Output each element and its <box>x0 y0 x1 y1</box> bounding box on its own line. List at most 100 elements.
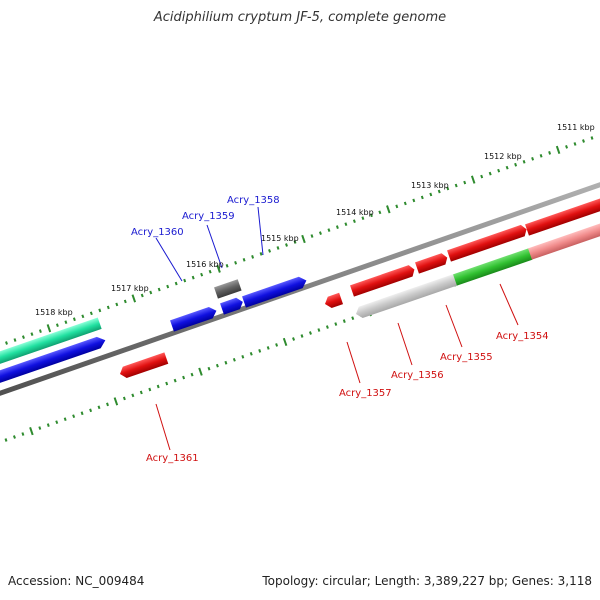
outer-tick <box>335 225 339 230</box>
inner-tick <box>12 435 16 439</box>
leader-acry-1355 <box>445 304 463 348</box>
map-title: Acidiphilium cryptum JF-5, complete geno… <box>153 10 447 25</box>
outer-tick <box>480 174 484 179</box>
inner-tick <box>131 393 135 398</box>
gene-label-acry-1358[interactable]: Acry_1358 <box>227 195 280 206</box>
outer-tick <box>318 231 322 235</box>
gene-acry-1358-arrow[interactable] <box>242 275 308 308</box>
outer-tick <box>89 311 93 316</box>
gene-red-upper-d[interactable] <box>525 198 600 236</box>
gene-label-acry-1354[interactable]: Acry_1354 <box>496 331 549 342</box>
outer-tick <box>565 145 569 149</box>
inner-tick <box>317 328 321 332</box>
kbp-labels: 1511 kbp 1512 kbp 1513 kbp 1514 kbp 1515… <box>35 123 595 317</box>
gene-acry-1359-arrow[interactable] <box>220 296 245 315</box>
inner-tick <box>89 408 93 413</box>
outer-tick <box>344 222 348 227</box>
outer-tick <box>505 165 509 170</box>
leader-acry-1358 <box>257 206 264 256</box>
gene-grey-block[interactable] <box>214 279 242 299</box>
gene-label-acry-1357[interactable]: Acry_1357 <box>339 388 392 399</box>
outer-tick <box>369 213 373 218</box>
leader-acry-1356 <box>397 322 413 366</box>
inner-tick <box>38 426 42 430</box>
outer-tick <box>327 228 331 232</box>
gene-acry-1356-arrow[interactable] <box>354 274 458 320</box>
outer-tick <box>539 153 543 158</box>
outer-tick <box>548 150 552 155</box>
kbp-label-1518: 1518 kbp <box>35 308 73 317</box>
gene-teal-left[interactable] <box>0 317 102 367</box>
outer-tick <box>361 216 365 221</box>
gene-label-acry-1359[interactable]: Acry_1359 <box>182 211 235 222</box>
accession-text: Accession: NC_009484 <box>8 574 145 588</box>
outer-tick <box>38 329 42 334</box>
gene-labels: Acry_1358 Acry_1359 Acry_1360 Acry_1354 … <box>131 195 549 464</box>
outer-tick <box>268 249 272 253</box>
outer-tick <box>555 145 561 155</box>
outer-tick <box>251 254 255 259</box>
outer-tick <box>5 341 8 345</box>
gene-acry-1357-arrow[interactable] <box>323 292 344 310</box>
outer-tick <box>310 234 314 238</box>
gene-blue-left[interactable] <box>0 335 107 386</box>
outer-tick <box>208 269 212 274</box>
leader-acry-1354 <box>499 283 519 326</box>
outer-tick <box>470 175 476 184</box>
outer-tick <box>378 210 382 215</box>
inner-tick <box>21 432 25 436</box>
outer-tick <box>514 162 518 167</box>
inner-tick <box>97 405 101 410</box>
gene-red-upper-c[interactable] <box>447 224 528 262</box>
leader-acry-1359 <box>206 224 223 269</box>
outer-tick <box>531 156 535 161</box>
kbp-label-1516: 1516 kbp <box>186 260 224 269</box>
inner-tick <box>342 319 346 324</box>
gene-red-upper-a[interactable] <box>350 264 416 297</box>
inner-tick <box>275 343 279 347</box>
leader-acry-1357 <box>346 341 361 384</box>
genome-summary-text: Topology: circular; Length: 3,389,227 bp… <box>262 574 592 588</box>
inner-tick <box>122 396 126 401</box>
outer-tick <box>55 323 59 328</box>
inner-tick <box>46 423 50 428</box>
outer-tick <box>293 240 297 244</box>
gene-acry-1361-arrow[interactable] <box>118 352 169 379</box>
outer-tick <box>522 159 526 164</box>
outer-tick <box>412 198 416 203</box>
kbp-label-1512: 1512 kbp <box>484 152 522 161</box>
outer-tick <box>115 302 119 307</box>
outer-tick <box>140 293 144 298</box>
gene-acry-1355-arrow[interactable] <box>453 248 533 286</box>
inner-tick <box>198 367 203 376</box>
gene-acry-1360-arrow[interactable] <box>170 305 218 332</box>
outer-tick <box>301 234 306 244</box>
inner-tick <box>224 360 228 365</box>
inner-tick <box>258 348 262 353</box>
inner-tick <box>165 381 169 386</box>
outer-tick <box>285 243 288 247</box>
gene-label-acry-1356[interactable]: Acry_1356 <box>391 370 444 381</box>
gene-label-acry-1355[interactable]: Acry_1355 <box>440 352 493 363</box>
gene-label-acry-1360[interactable]: Acry_1360 <box>131 227 184 238</box>
kbp-label-1514: 1514 kbp <box>336 208 374 217</box>
kbp-label-1511: 1511 kbp <box>557 123 595 132</box>
gene-red-upper-b[interactable] <box>415 252 449 274</box>
inner-tick <box>4 438 8 442</box>
outer-tick <box>259 252 263 256</box>
leader-lines <box>155 206 519 451</box>
outer-tick <box>386 205 391 214</box>
kbp-label-1515: 1515 kbp <box>261 234 299 243</box>
outer-tick <box>131 294 137 303</box>
forward-genes <box>0 198 600 386</box>
inner-tick <box>300 334 304 338</box>
inner-tick <box>148 387 152 392</box>
inner-tick <box>182 375 186 380</box>
outer-tick <box>157 287 161 292</box>
reverse-genes <box>118 222 600 379</box>
gene-acry-1354-arrow[interactable] <box>528 222 600 260</box>
gene-label-acry-1361[interactable]: Acry_1361 <box>146 453 199 464</box>
leader-acry-1360 <box>155 237 183 282</box>
outer-tick <box>98 308 102 313</box>
